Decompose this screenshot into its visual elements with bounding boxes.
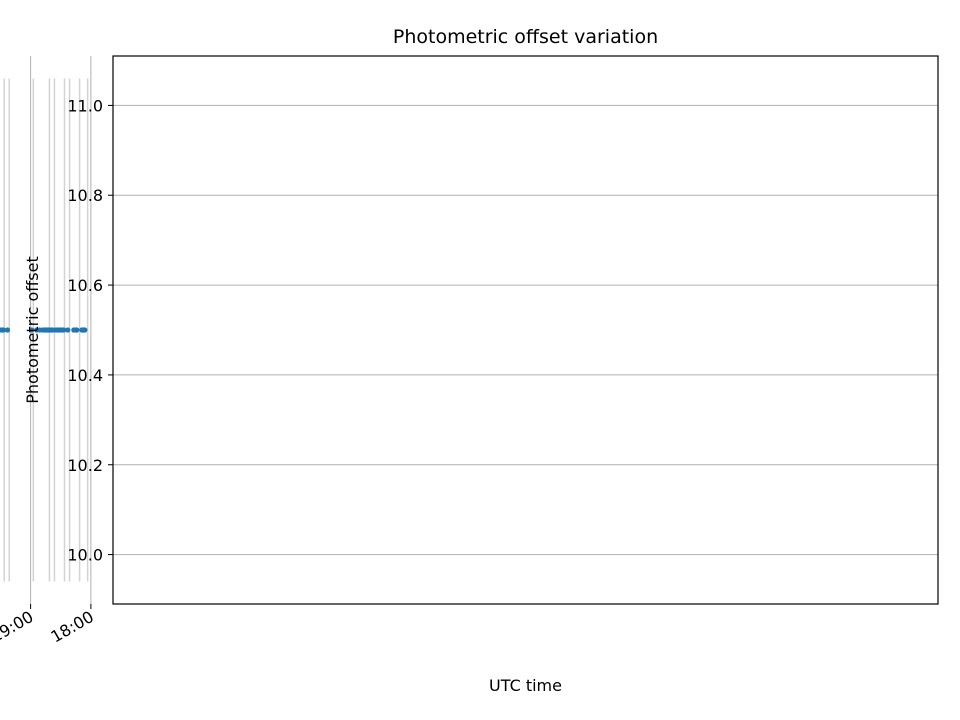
points-layer <box>0 327 88 333</box>
y-tick-label: 10.4 <box>67 366 103 385</box>
y-tick-label: 10.0 <box>67 546 103 565</box>
data-point <box>79 327 85 333</box>
data-point <box>65 327 71 333</box>
data-point <box>29 327 35 333</box>
data-point <box>34 327 40 333</box>
data-point <box>71 327 77 333</box>
data-point <box>4 327 11 333</box>
y-tick-label: 10.8 <box>67 186 103 205</box>
y-tick-label: 11.0 <box>67 96 103 115</box>
y-tick-label: 10.2 <box>67 456 103 475</box>
chart-title: Photometric offset variation <box>393 26 658 48</box>
x-axis-label: UTC time <box>489 676 562 695</box>
data-point <box>0 327 2 333</box>
shaded-band <box>86 78 89 582</box>
plot-frame <box>112 55 939 605</box>
y-tick-label: 10.6 <box>67 276 103 295</box>
y-axis-label: Photometric offset <box>23 256 42 404</box>
